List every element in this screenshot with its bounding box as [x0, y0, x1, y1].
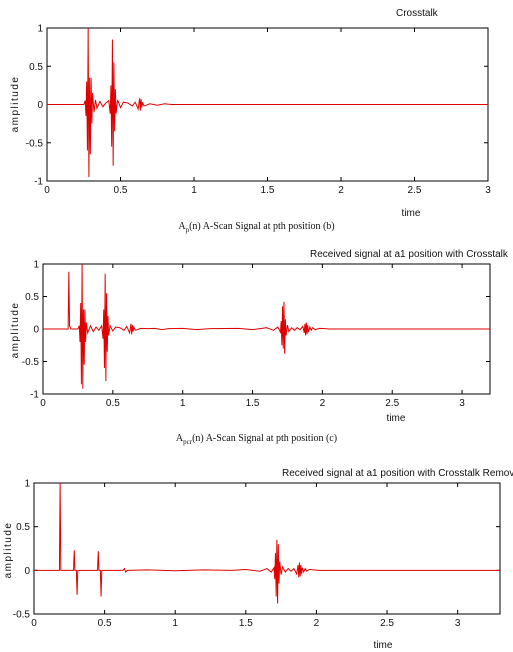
x-tick-label: 1.5: [261, 185, 275, 196]
y-axis-label: amplitude: [10, 76, 21, 133]
chart-title: Crosstalk: [396, 8, 439, 19]
y-tick-label: 0.5: [25, 292, 39, 303]
ticks: 0 0.5 1 1.5 2 2.5 3 1 0.5 0 -0.5 -1: [22, 260, 490, 409]
caption-text: (n) A-Scan Signal at pth position (b): [189, 221, 335, 232]
y-tick-label: -1: [30, 390, 39, 401]
x-tick-label: 0.5: [98, 618, 112, 629]
x-tick-label: 1: [191, 185, 197, 196]
y-tick-label: 1: [37, 24, 43, 35]
y-tick-label: 0: [33, 325, 39, 336]
x-tick-label: 3: [455, 618, 461, 629]
x-tick-label: 2: [320, 398, 326, 409]
x-tick-label: 1: [180, 398, 186, 409]
caption-subscript: p: [185, 226, 190, 234]
chart-title: Received signal at a1 position with Cros…: [282, 468, 513, 479]
caption-text: (n) A-Scan Signal at pth position (c): [192, 433, 338, 444]
series-group: [34, 482, 500, 604]
chart-title: Received signal at a1 position with Cros…: [310, 249, 509, 260]
x-tick-label: 0: [44, 185, 50, 196]
signal-line: [47, 27, 488, 178]
x-tick-label: 3: [485, 185, 491, 196]
y-tick-label: 0: [37, 100, 43, 111]
x-axis-label: time: [374, 640, 393, 651]
caption-symbol: A: [175, 433, 184, 444]
x-tick-label: 1.5: [246, 398, 260, 409]
chart-panel-2: Received signal at a1 position with Cros…: [10, 249, 509, 424]
x-tick-label: 2.5: [385, 398, 399, 409]
y-tick-label: -0.5: [26, 138, 44, 149]
ticks: 0 0.5 1 1.5 2 2.5 310.50-0.5: [13, 479, 500, 629]
plot-frame: [33, 482, 501, 615]
x-tick-label: 3: [459, 398, 465, 409]
x-tick-label: 2: [338, 185, 344, 196]
x-tick-label: 1: [172, 618, 178, 629]
chart-panel-1: Crosstalk time amplitude 0 0.5 1 1.5 2 2.5 310…: [10, 8, 491, 219]
signal-line: [43, 263, 490, 389]
signal-line: [34, 482, 500, 604]
x-tick-label: 2: [314, 618, 320, 629]
figure-caption-b: Ap(n) A-Scan Signal at pth position (b): [0, 221, 513, 234]
x-tick-label: 0: [31, 618, 37, 629]
x-tick-label: 2.5: [380, 618, 394, 629]
y-tick-label: 0: [24, 566, 30, 577]
y-axis-label: amplitude: [3, 522, 14, 579]
x-tick-label: 0.5: [106, 398, 120, 409]
x-tick-label: 2.5: [408, 185, 422, 196]
y-tick-label: 0.5: [16, 522, 30, 533]
x-tick-label: 0: [40, 398, 46, 409]
caption-symbol: A: [178, 221, 186, 232]
chart-panel-3: Received signal at a1 position with Cros…: [3, 468, 513, 651]
ticks: 0 0.5 1 1.5 2 2.5 3 1 0.5 0 -0.5 -1: [26, 24, 491, 197]
y-tick-label: 1: [24, 479, 30, 490]
y-tick-label: -0.5: [22, 357, 40, 368]
y-tick-label: -1: [34, 177, 43, 188]
x-axis-label: time: [402, 208, 421, 219]
y-tick-label: -0.5: [13, 610, 31, 621]
y-tick-label: 0.5: [29, 62, 43, 73]
x-axis-label: time: [387, 413, 406, 424]
caption-subscript: pcr: [183, 438, 193, 446]
series-group: [47, 27, 488, 178]
x-tick-label: 0.5: [114, 185, 128, 196]
y-axis-label: amplitude: [10, 302, 21, 359]
x-tick-label: 1.5: [239, 618, 253, 629]
series-group: [43, 263, 490, 389]
figure-caption-c: Apcr(n) A-Scan Signal at pth position (c…: [0, 433, 513, 446]
y-tick-label: 1: [33, 260, 39, 271]
